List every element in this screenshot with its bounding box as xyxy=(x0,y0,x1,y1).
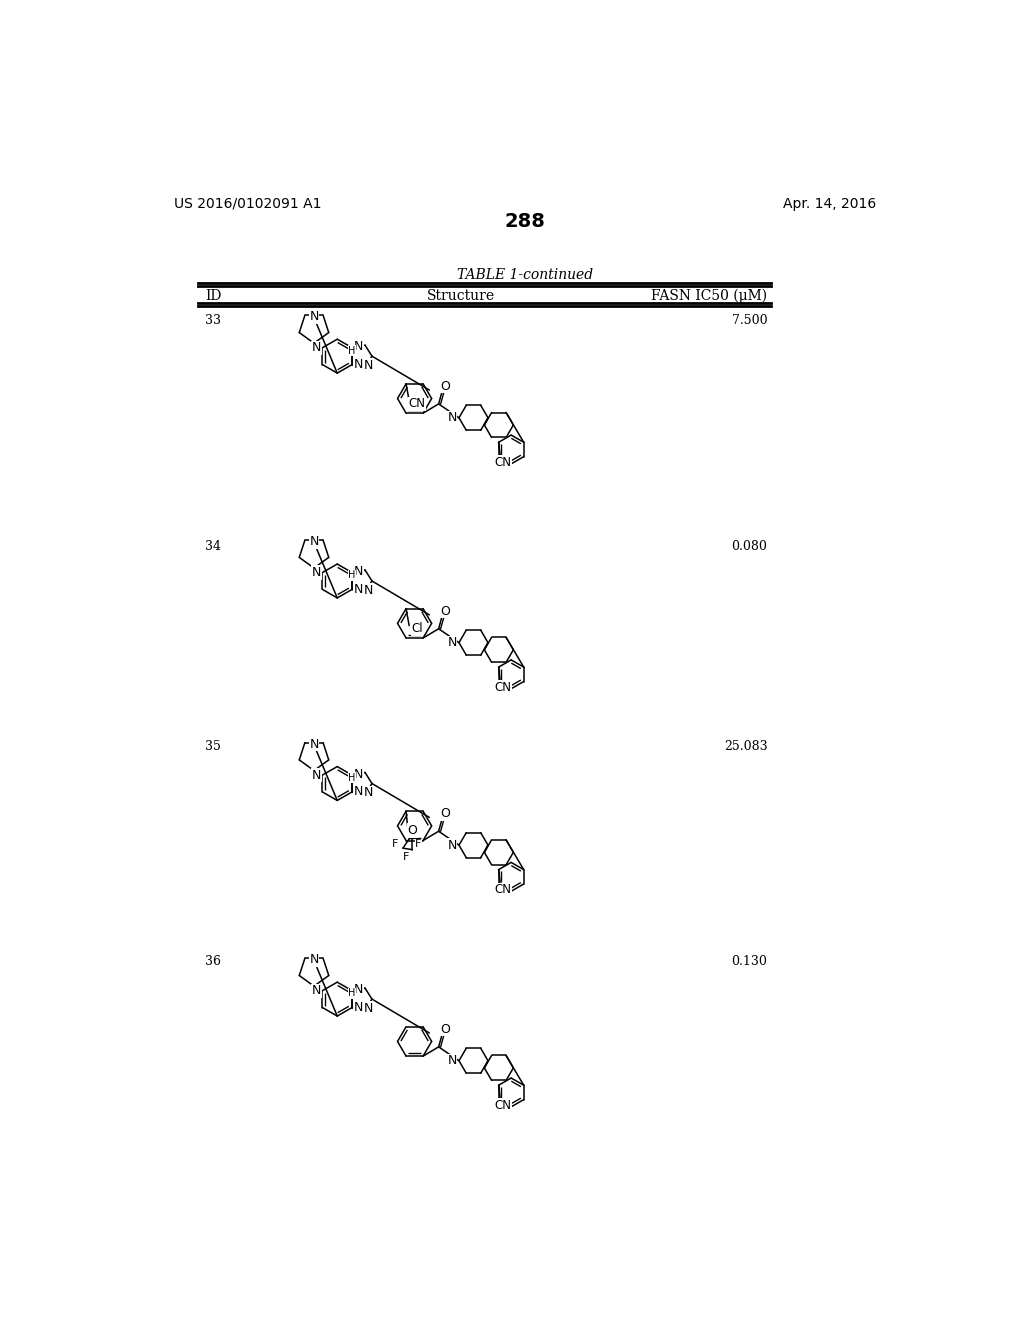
Text: O: O xyxy=(440,380,451,393)
Text: US 2016/0102091 A1: US 2016/0102091 A1 xyxy=(174,197,322,211)
Text: N: N xyxy=(365,787,374,800)
Text: N: N xyxy=(311,768,321,781)
Text: Cl: Cl xyxy=(411,622,423,635)
Text: 288: 288 xyxy=(505,213,545,231)
Text: 33: 33 xyxy=(206,314,221,327)
Text: ID: ID xyxy=(206,289,222,302)
Text: 0.080: 0.080 xyxy=(731,540,767,553)
Text: N: N xyxy=(353,358,362,371)
Text: N: N xyxy=(309,310,318,323)
Text: Apr. 14, 2016: Apr. 14, 2016 xyxy=(782,197,876,211)
Text: 35: 35 xyxy=(206,739,221,752)
Text: F: F xyxy=(392,840,398,849)
Text: TABLE 1-continued: TABLE 1-continued xyxy=(457,268,593,281)
Text: N: N xyxy=(447,636,457,649)
Text: N: N xyxy=(365,1002,374,1015)
Text: FASN IC50 (μM): FASN IC50 (μM) xyxy=(651,289,767,302)
Text: 7.500: 7.500 xyxy=(732,314,767,327)
Text: O: O xyxy=(408,824,417,837)
Text: F: F xyxy=(402,853,410,862)
Text: CN: CN xyxy=(495,681,512,693)
Text: N: N xyxy=(353,583,362,595)
Text: N: N xyxy=(353,785,362,799)
Text: F: F xyxy=(416,840,422,849)
Text: 36: 36 xyxy=(206,956,221,969)
Text: O: O xyxy=(440,807,451,820)
Text: H: H xyxy=(348,989,355,998)
Text: N: N xyxy=(309,953,318,966)
Text: N: N xyxy=(311,985,321,997)
Text: CN: CN xyxy=(495,1098,512,1111)
Text: N: N xyxy=(353,1001,362,1014)
Text: N: N xyxy=(354,341,364,354)
Text: N: N xyxy=(354,767,364,780)
Text: H: H xyxy=(348,570,355,581)
Text: N: N xyxy=(365,359,374,372)
Text: N: N xyxy=(309,535,318,548)
Text: 0.130: 0.130 xyxy=(731,956,767,969)
Text: O: O xyxy=(440,605,451,618)
Text: CN: CN xyxy=(495,883,512,896)
Text: N: N xyxy=(447,412,457,424)
Text: H: H xyxy=(348,346,355,355)
Text: N: N xyxy=(447,1055,457,1068)
Text: N: N xyxy=(311,566,321,579)
Text: N: N xyxy=(447,838,457,851)
Text: O: O xyxy=(440,1023,451,1036)
Text: N: N xyxy=(354,565,364,578)
Text: 34: 34 xyxy=(206,540,221,553)
Text: CN: CN xyxy=(495,455,512,469)
Text: N: N xyxy=(309,738,318,751)
Text: Structure: Structure xyxy=(427,289,496,302)
Text: N: N xyxy=(354,983,364,997)
Text: 25.083: 25.083 xyxy=(724,739,767,752)
Text: N: N xyxy=(311,341,321,354)
Text: N: N xyxy=(365,583,374,597)
Text: H: H xyxy=(348,774,355,783)
Text: CN: CN xyxy=(409,397,425,411)
